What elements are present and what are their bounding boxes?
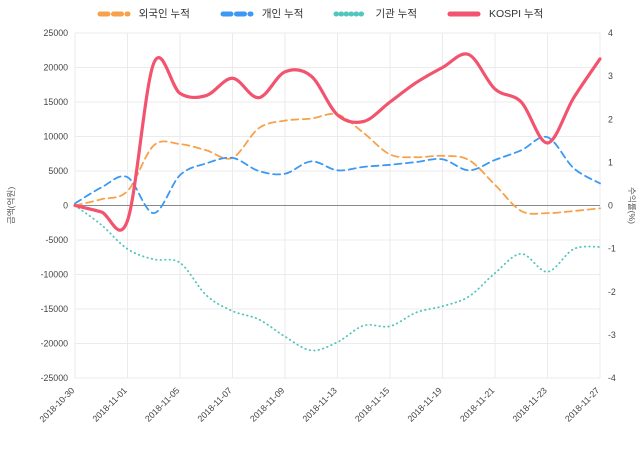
svg-text:-5000: -5000 — [46, 235, 69, 245]
svg-text:3: 3 — [608, 71, 613, 81]
svg-text:-1: -1 — [608, 244, 616, 254]
svg-text:2018-11-09: 2018-11-09 — [248, 385, 287, 424]
svg-text:-3: -3 — [608, 330, 616, 340]
svg-text:-20000: -20000 — [41, 339, 68, 349]
svg-text:2018-11-27: 2018-11-27 — [563, 385, 602, 424]
svg-text:수익률(%): 수익률(%) — [627, 187, 638, 224]
svg-text:2018-11-13: 2018-11-13 — [300, 385, 339, 424]
legend-label-kospi: KOSPI 누적 — [489, 8, 544, 20]
legend-label-individual: 개인 누적 — [261, 8, 304, 20]
foreigner-line-swatch — [97, 11, 131, 16]
legend-item-kospi: KOSPI 누적 — [447, 6, 543, 21]
svg-text:2018-11-23: 2018-11-23 — [510, 385, 549, 424]
svg-text:1: 1 — [608, 157, 613, 167]
svg-text:2: 2 — [608, 114, 613, 124]
svg-text:0: 0 — [608, 201, 613, 211]
svg-text:2018-11-19: 2018-11-19 — [405, 385, 444, 424]
svg-text:-10000: -10000 — [41, 270, 68, 280]
legend-label-foreigner: 외국인 누적 — [138, 8, 190, 20]
svg-text:15000: 15000 — [44, 97, 69, 107]
svg-text:금액(억원): 금액(억원) — [5, 187, 16, 224]
svg-text:10000: 10000 — [44, 132, 69, 142]
svg-text:2018-11-21: 2018-11-21 — [458, 385, 497, 424]
svg-text:20000: 20000 — [44, 63, 69, 73]
svg-text:2018-11-07: 2018-11-07 — [195, 385, 234, 424]
svg-text:0: 0 — [63, 201, 68, 211]
svg-text:2018-10-30: 2018-10-30 — [38, 385, 77, 424]
svg-text:2018-11-05: 2018-11-05 — [143, 385, 182, 424]
legend-label-institution: 기관 누적 — [375, 8, 417, 20]
svg-text:-2: -2 — [608, 287, 616, 297]
svg-text:-15000: -15000 — [41, 304, 68, 314]
svg-text:-25000: -25000 — [41, 373, 68, 383]
svg-text:5000: 5000 — [48, 166, 68, 176]
legend: 외국인 누적 개인 누적 기관 누적 KOSPI 누적 — [0, 6, 640, 21]
legend-item-institution: 기관 누적 — [333, 6, 417, 21]
svg-text:2018-11-01: 2018-11-01 — [90, 385, 129, 424]
legend-item-individual: 개인 누적 — [220, 6, 304, 21]
svg-text:4: 4 — [608, 28, 613, 38]
svg-text:-4: -4 — [608, 373, 616, 383]
institution-line-swatch — [333, 11, 367, 16]
svg-text:25000: 25000 — [44, 28, 69, 38]
legend-item-foreigner: 외국인 누적 — [97, 6, 190, 21]
kospi-line-swatch — [447, 11, 481, 16]
svg-text:2018-11-15: 2018-11-15 — [353, 385, 392, 424]
individual-line-swatch — [220, 11, 254, 16]
